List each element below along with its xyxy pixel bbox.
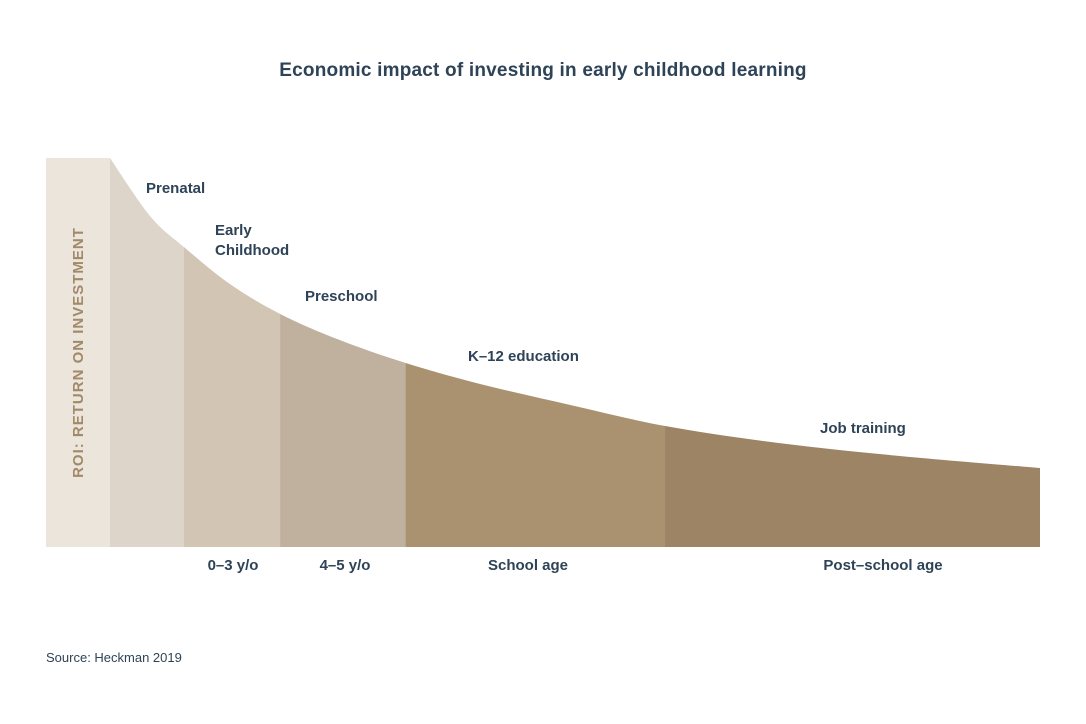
roi-axis-band: ROI: RETURN ON INVESTMENT [46,158,110,547]
segment-label-k12-education: K–12 education [468,348,579,365]
segment-area [110,158,185,547]
segment-area [280,158,407,547]
segment-label-prenatal: Prenatal [146,180,206,197]
axis-label-4-5: 4–5 y/o [319,557,371,574]
axis-label-0-3: 0–3 y/o [207,557,259,574]
axis-label-post-school-age: Post–school age [823,557,943,574]
segment-label-preschool: Preschool [305,288,378,305]
source-note: Source: Heckman 2019 [46,650,182,665]
roi-area-chart [110,158,1040,547]
roi-axis-label: ROI: RETURN ON INVESTMENT [69,227,87,478]
segment-area [184,158,281,547]
segment-label-early-childhood: Early Childhood [215,222,290,259]
segment-label-job-training: Job training [820,420,906,437]
segment-area [665,158,1040,547]
chart-title: Economic impact of investing in early ch… [279,60,807,81]
axis-label-school-age: School age [487,557,569,574]
